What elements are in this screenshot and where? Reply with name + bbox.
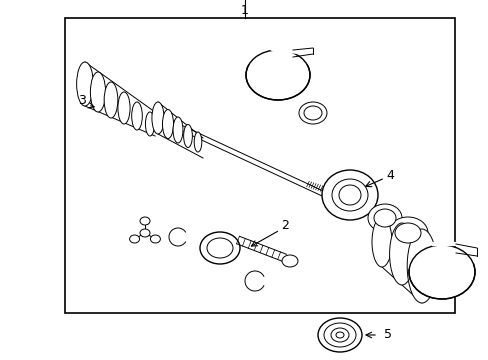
Ellipse shape: [331, 179, 367, 211]
Ellipse shape: [338, 185, 360, 205]
Ellipse shape: [373, 209, 395, 227]
Ellipse shape: [298, 102, 326, 124]
Bar: [65, 18, 454, 313]
Ellipse shape: [162, 109, 173, 139]
Ellipse shape: [77, 62, 93, 106]
Text: 3: 3: [78, 94, 86, 107]
Ellipse shape: [367, 204, 401, 232]
Text: 2: 2: [281, 219, 288, 231]
Ellipse shape: [304, 106, 321, 120]
Ellipse shape: [118, 92, 130, 124]
Ellipse shape: [321, 170, 377, 220]
Ellipse shape: [150, 235, 160, 243]
Ellipse shape: [183, 125, 192, 148]
Ellipse shape: [282, 255, 297, 267]
Ellipse shape: [407, 229, 436, 303]
Ellipse shape: [245, 50, 309, 100]
Text: 1: 1: [241, 4, 248, 17]
Ellipse shape: [152, 102, 164, 134]
Ellipse shape: [90, 72, 105, 112]
Ellipse shape: [335, 332, 343, 338]
Ellipse shape: [129, 235, 139, 243]
Ellipse shape: [131, 102, 142, 130]
Ellipse shape: [140, 217, 150, 225]
Ellipse shape: [408, 245, 474, 299]
Ellipse shape: [140, 229, 150, 237]
Text: 4: 4: [385, 168, 393, 181]
Ellipse shape: [206, 238, 232, 258]
Ellipse shape: [317, 318, 361, 352]
Ellipse shape: [394, 223, 420, 243]
Ellipse shape: [371, 217, 391, 267]
Ellipse shape: [104, 82, 118, 118]
Ellipse shape: [330, 328, 348, 342]
Text: 5: 5: [383, 328, 391, 342]
Ellipse shape: [389, 223, 413, 285]
Ellipse shape: [173, 117, 183, 143]
Ellipse shape: [194, 132, 202, 152]
Ellipse shape: [324, 323, 355, 347]
Ellipse shape: [387, 217, 427, 249]
Ellipse shape: [145, 112, 154, 136]
Ellipse shape: [200, 232, 240, 264]
